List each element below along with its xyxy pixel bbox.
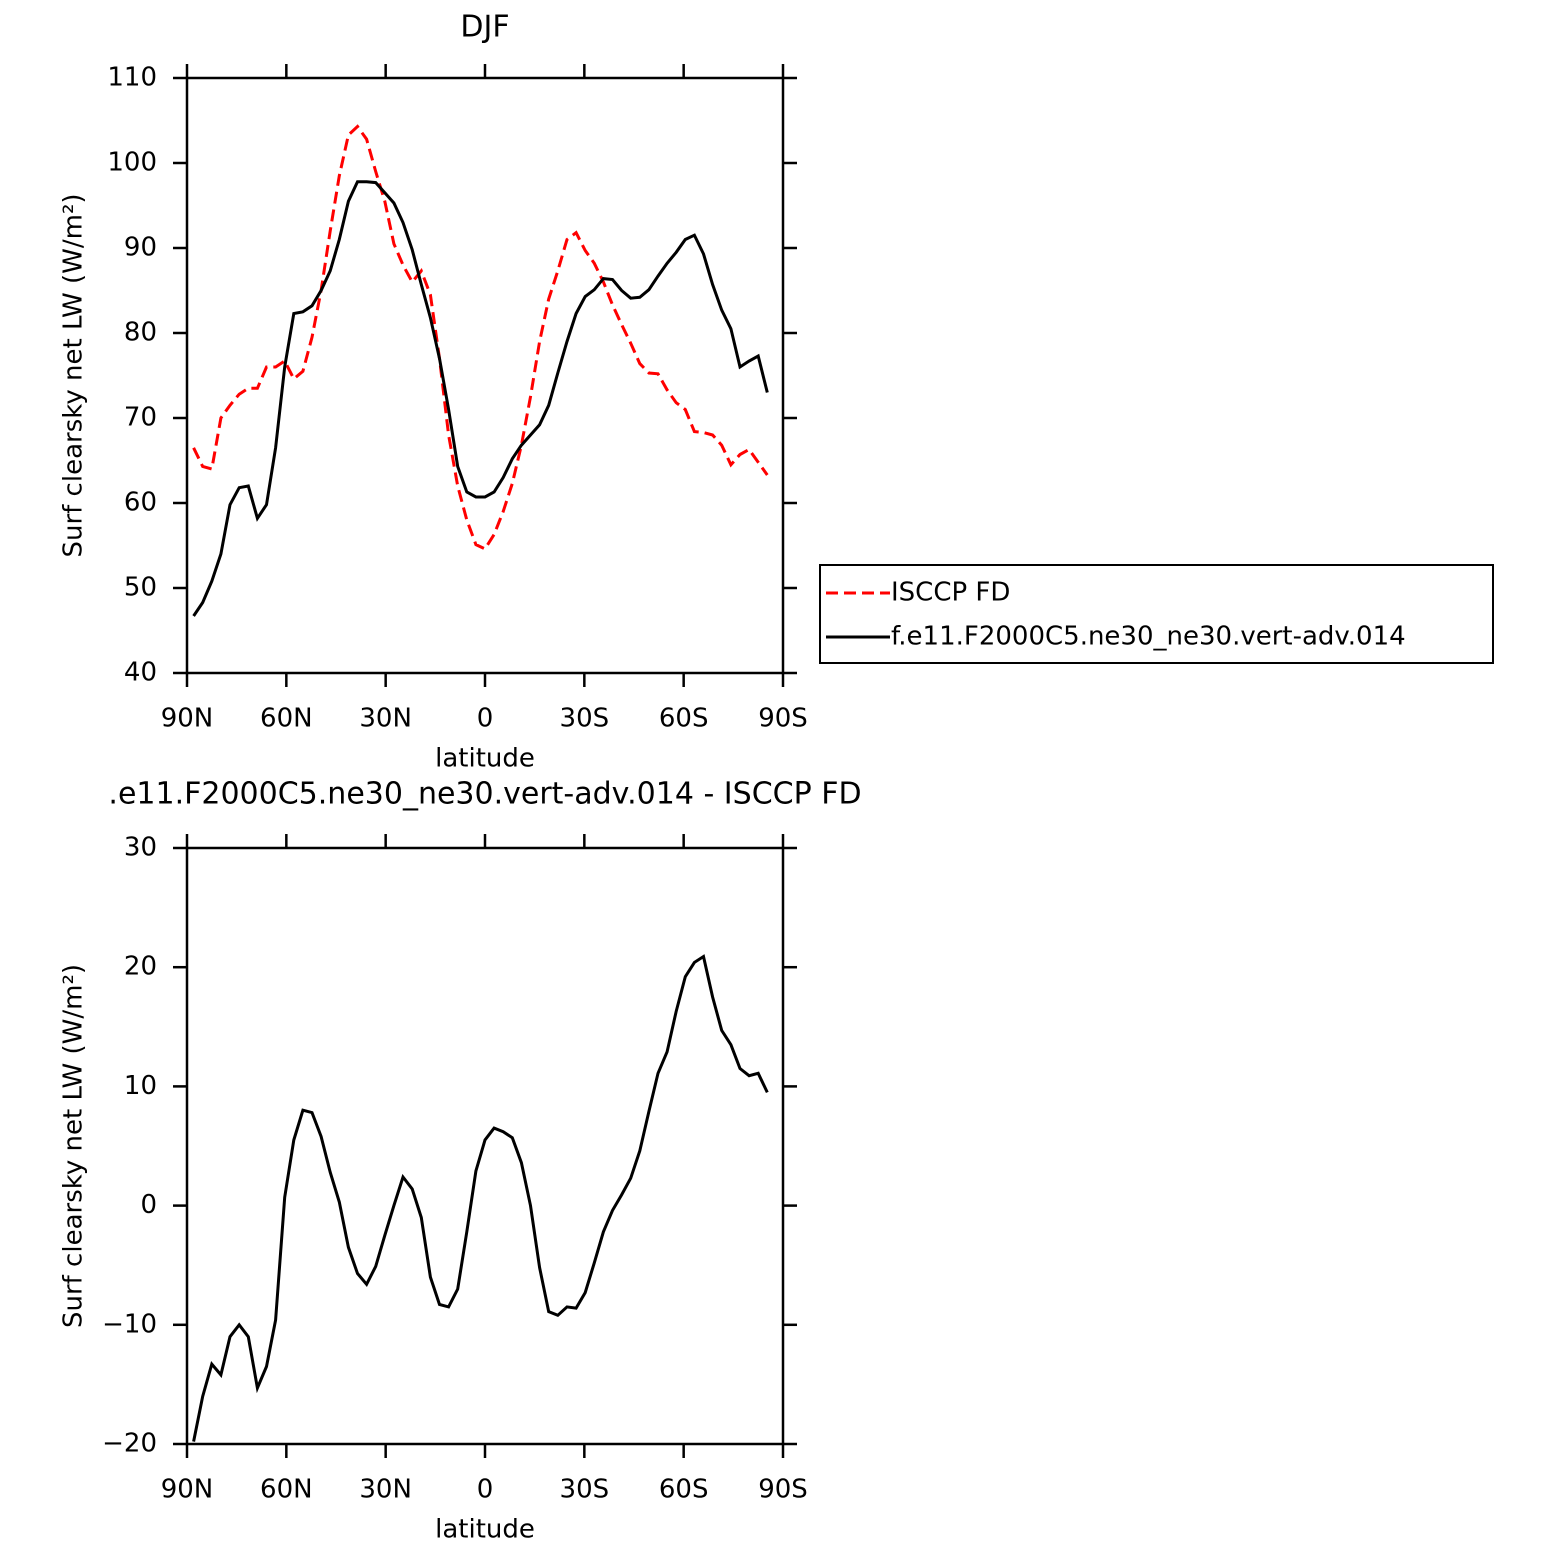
x-tick-label: 30S: [560, 1475, 610, 1505]
x-axis-label: latitude: [435, 1515, 535, 1545]
y-tick-label: 60: [124, 488, 157, 518]
x-tick-label: 0: [477, 1475, 494, 1505]
y-tick-label: −10: [102, 1309, 157, 1339]
y-tick-label: 90: [124, 233, 157, 263]
x-tick-label: 60S: [659, 704, 709, 734]
x-tick-label: 60N: [260, 704, 313, 734]
x-axis-label: latitude: [435, 744, 535, 774]
data-line: [192, 954, 769, 1442]
chart-title: .e11.F2000C5.ne30_ne30.vert-adv.014 - IS…: [108, 777, 861, 812]
chart-title: DJF: [460, 10, 509, 45]
y-tick-label: 30: [124, 833, 157, 863]
y-tick-label: 10: [124, 1071, 157, 1101]
legend-label: ISCCP FD: [891, 578, 1010, 608]
plot-frame: [185, 846, 785, 1446]
y-tick-label: 0: [140, 1190, 157, 1220]
x-tick-label: 60N: [260, 1475, 313, 1505]
y-tick-label: 50: [124, 573, 157, 603]
y-tick-label: 40: [124, 658, 157, 688]
y-tick-label: 70: [124, 403, 157, 433]
plot-frame: [185, 76, 785, 675]
x-tick-label: 90N: [161, 704, 214, 734]
x-tick-label: 90S: [758, 1475, 808, 1505]
y-tick-label: 100: [107, 148, 157, 178]
y-axis-label: Surf clearsky net LW (W/m²): [59, 964, 89, 1328]
legend-box: [819, 564, 1494, 664]
x-tick-label: 0: [477, 704, 494, 734]
data-line: [192, 124, 769, 551]
data-line: [192, 180, 769, 617]
y-axis-label: Surf clearsky net LW (W/m²): [59, 193, 89, 557]
x-tick-label: 60S: [659, 1475, 709, 1505]
y-tick-label: 20: [124, 952, 157, 982]
y-tick-label: 80: [124, 318, 157, 348]
x-tick-label: 30N: [359, 1475, 412, 1505]
x-tick-label: 90S: [758, 704, 808, 734]
x-tick-label: 30S: [560, 704, 610, 734]
y-tick-label: −20: [102, 1429, 157, 1459]
x-tick-label: 90N: [161, 1475, 214, 1505]
legend-label: f.e11.F2000C5.ne30_ne30.vert-adv.014: [891, 622, 1406, 652]
y-tick-label: 110: [107, 63, 157, 93]
x-tick-label: 30N: [359, 704, 412, 734]
